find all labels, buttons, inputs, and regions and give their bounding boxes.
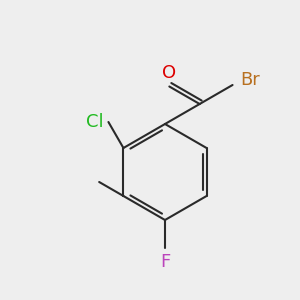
Text: Cl: Cl bbox=[86, 113, 104, 131]
Text: F: F bbox=[160, 253, 170, 271]
Text: Br: Br bbox=[241, 71, 260, 89]
Text: O: O bbox=[162, 64, 176, 82]
